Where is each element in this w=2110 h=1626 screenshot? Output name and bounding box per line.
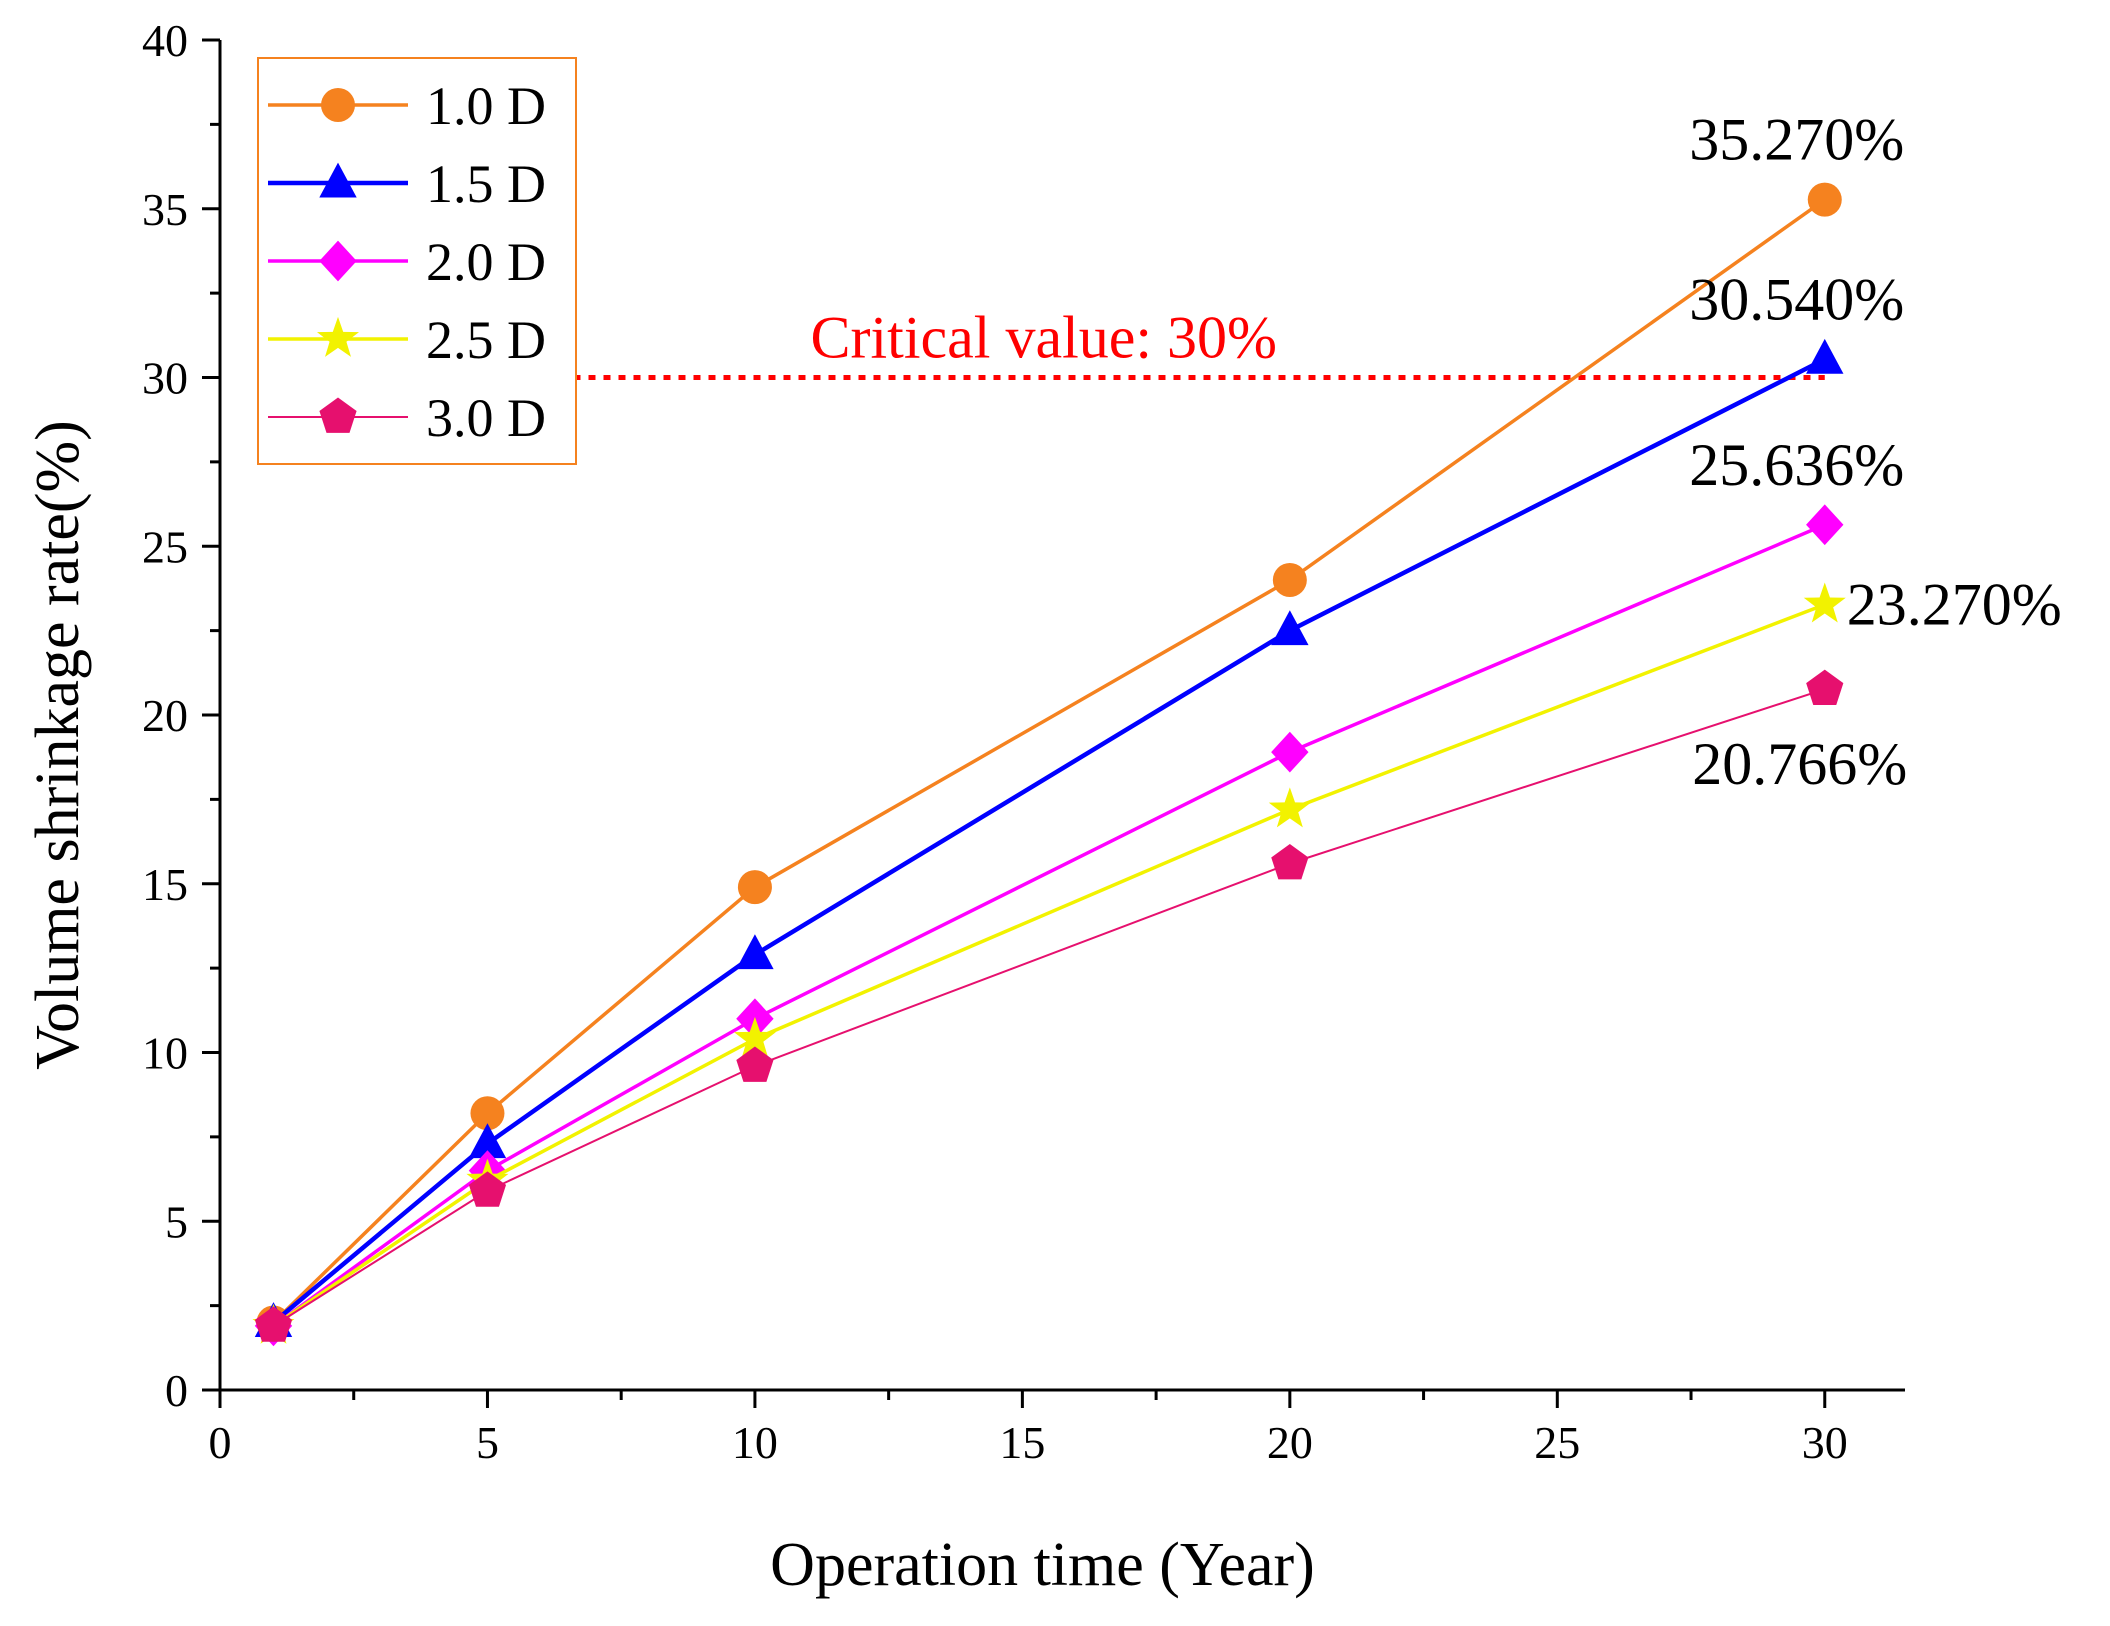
data-point — [737, 870, 772, 905]
series-line — [272, 523, 1826, 1328]
x-tick-label: 30 — [1802, 1417, 1848, 1468]
y-tick-label: 5 — [165, 1196, 188, 1247]
x-tick-label: 25 — [1534, 1417, 1580, 1468]
legend-label: 3.0 D — [426, 388, 546, 448]
series-2-0-d — [254, 504, 1844, 1347]
critical-value-label: Critical value: 30% — [811, 305, 1278, 371]
series-line — [272, 688, 1826, 1327]
data-point — [470, 1096, 505, 1131]
value-annotation: 25.636% — [1689, 432, 1904, 498]
value-annotation: 35.270% — [1689, 107, 1904, 173]
data-point — [1806, 504, 1844, 546]
legend-label: 1.0 D — [426, 76, 546, 136]
y-axis-title: Volume shrinkage rate(%) — [24, 420, 92, 1070]
legend-label: 2.0 D — [426, 232, 546, 292]
legend-item: 3.0 D — [268, 388, 546, 448]
value-annotation: 20.766% — [1692, 731, 1907, 797]
y-tick-label: 35 — [142, 184, 188, 235]
value-annotation: 30.540% — [1689, 266, 1904, 332]
data-point — [1271, 610, 1309, 646]
value-annotation: 23.270% — [1847, 572, 2062, 638]
series-3-0-d — [254, 669, 1844, 1342]
y-tick-label: 10 — [142, 1028, 188, 1079]
data-point — [468, 1171, 507, 1207]
series-1-5-d — [254, 338, 1844, 1337]
legend-marker — [319, 240, 357, 282]
y-tick-label: 40 — [142, 15, 188, 66]
series-line — [272, 357, 1826, 1325]
legend-item: 2.5 D — [268, 310, 546, 370]
data-point — [1807, 182, 1842, 217]
legend-marker — [319, 162, 357, 198]
y-tick-label: 15 — [142, 859, 188, 910]
legend-item: 1.0 D — [268, 76, 546, 136]
data-point — [1806, 669, 1844, 705]
legend-marker — [316, 316, 360, 357]
data-point — [1806, 338, 1844, 374]
x-tick-label: 10 — [732, 1417, 778, 1468]
series-1-0-d — [256, 182, 1842, 1340]
legend-item: 1.5 D — [268, 154, 546, 214]
legend-label: 2.5 D — [426, 310, 546, 370]
legend-label: 1.5 D — [426, 154, 546, 214]
data-point — [1272, 563, 1307, 597]
series-2-5-d — [252, 582, 1846, 1344]
x-tick-label: 15 — [999, 1417, 1045, 1468]
data-point — [736, 1046, 774, 1082]
x-axis-title: Operation time (Year) — [770, 1531, 1315, 1599]
y-tick-label: 0 — [165, 1365, 188, 1416]
y-tick-label: 30 — [142, 353, 188, 404]
data-point — [1803, 582, 1846, 623]
x-tick-label: 5 — [476, 1417, 499, 1468]
x-tick-label: 20 — [1267, 1417, 1313, 1468]
legend-marker — [321, 88, 355, 122]
y-tick-label: 20 — [142, 690, 188, 741]
data-point — [1271, 731, 1309, 773]
y-tick-label: 25 — [142, 521, 188, 572]
data-point — [736, 934, 774, 970]
legend-marker — [319, 397, 357, 433]
x-tick-label: 0 — [209, 1417, 232, 1468]
data-point — [1271, 843, 1309, 880]
data-point — [468, 1123, 507, 1159]
data-point — [1268, 787, 1311, 828]
series-line — [272, 603, 1826, 1328]
data-point — [733, 1016, 776, 1057]
data-point — [254, 1306, 293, 1342]
legend-item: 2.0 D — [268, 232, 546, 292]
